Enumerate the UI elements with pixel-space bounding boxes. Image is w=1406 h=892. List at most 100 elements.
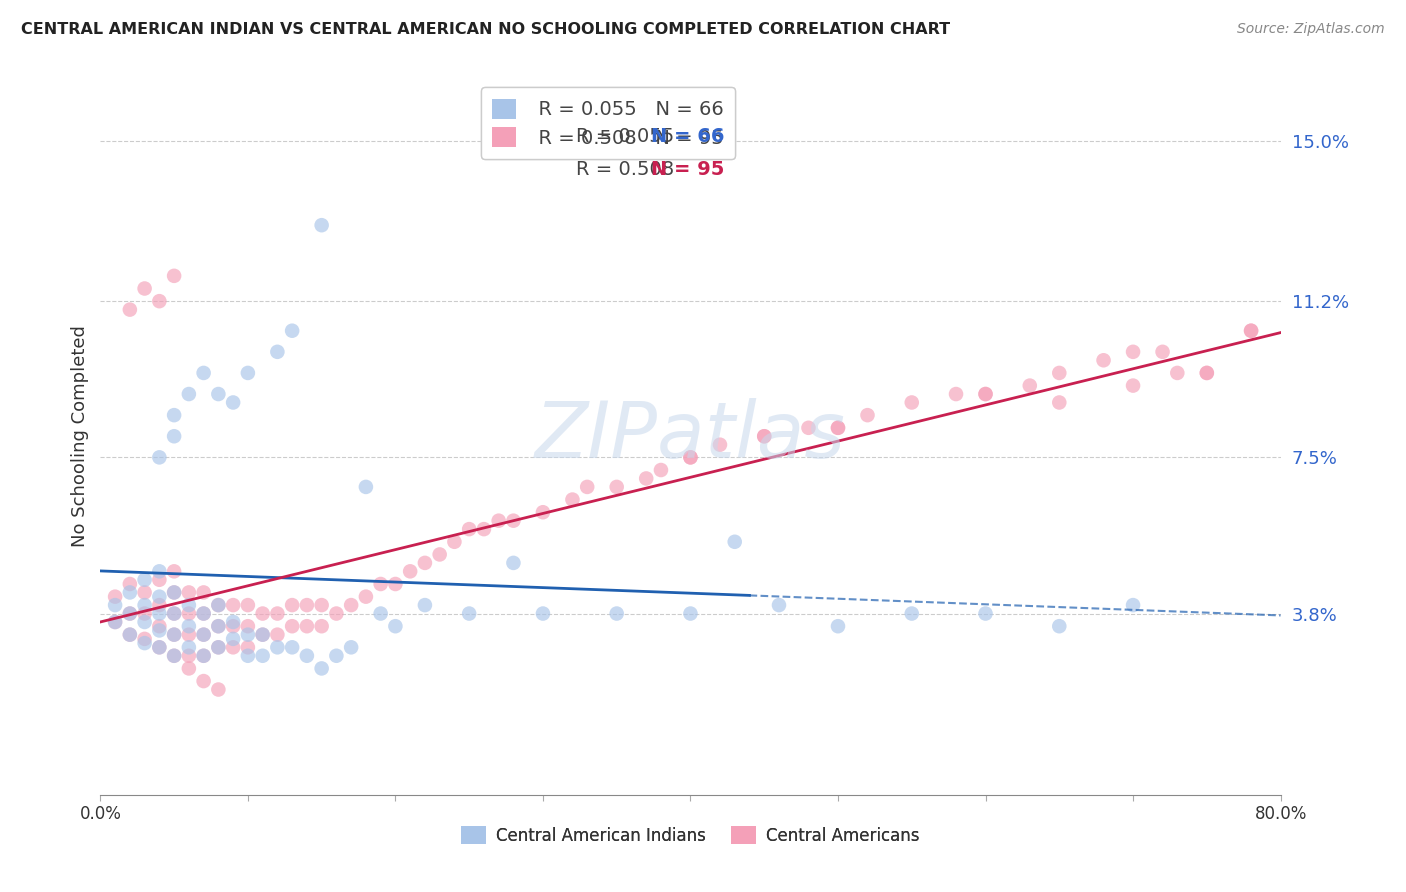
Point [281,324,304,338]
Point [311,661,333,675]
Point [193,607,215,621]
Point [252,627,274,641]
Point [236,598,259,612]
Point [650,463,672,477]
Point [177,627,200,641]
Text: N = 95: N = 95 [651,160,724,179]
Point [311,619,333,633]
Point [1122,598,1144,612]
Point [827,421,849,435]
Point [163,585,186,599]
Point [1018,378,1040,392]
Point [193,674,215,689]
Point [134,615,156,629]
Point [163,408,186,422]
Point [163,627,186,641]
Point [827,619,849,633]
Point [163,627,186,641]
Point [974,607,997,621]
Point [134,632,156,646]
Point [163,429,186,443]
Point [1047,366,1070,380]
Point [724,534,747,549]
Point [177,598,200,612]
Point [118,302,141,317]
Point [1195,366,1218,380]
Text: R = 0.055: R = 0.055 [576,127,675,145]
Text: R = 0.508: R = 0.508 [576,160,675,179]
Point [856,408,879,422]
Point [827,421,849,435]
Point [1240,324,1263,338]
Point [207,640,229,655]
Point [443,534,465,549]
Point [399,565,422,579]
Point [340,640,363,655]
Point [148,565,170,579]
Point [1152,344,1174,359]
Text: N = 66: N = 66 [651,127,724,145]
Point [148,450,170,465]
Point [281,640,304,655]
Point [207,598,229,612]
Point [561,492,583,507]
Point [295,648,318,663]
Point [148,619,170,633]
Point [281,619,304,633]
Point [163,585,186,599]
Point [177,640,200,655]
Point [266,627,288,641]
Point [207,682,229,697]
Point [252,627,274,641]
Point [177,648,200,663]
Point [458,522,481,536]
Point [193,648,215,663]
Point [236,648,259,663]
Point [945,387,967,401]
Point [311,218,333,232]
Point [1166,366,1188,380]
Point [134,585,156,599]
Point [134,281,156,295]
Point [252,607,274,621]
Point [134,573,156,587]
Point [679,607,702,621]
Point [193,366,215,380]
Point [177,607,200,621]
Point [118,627,141,641]
Point [797,421,820,435]
Point [974,387,997,401]
Point [193,607,215,621]
Point [325,607,347,621]
Point [207,387,229,401]
Point [384,619,406,633]
Point [531,607,554,621]
Y-axis label: No Schooling Completed: No Schooling Completed [72,326,89,547]
Point [295,619,318,633]
Point [222,619,245,633]
Point [207,619,229,633]
Point [222,395,245,409]
Point [148,640,170,655]
Point [118,585,141,599]
Point [148,607,170,621]
Text: Source: ZipAtlas.com: Source: ZipAtlas.com [1237,22,1385,37]
Point [1122,378,1144,392]
Point [429,548,451,562]
Point [900,395,922,409]
Point [1122,344,1144,359]
Point [502,556,524,570]
Point [472,522,495,536]
Point [222,632,245,646]
Point [384,577,406,591]
Point [163,607,186,621]
Text: CENTRAL AMERICAN INDIAN VS CENTRAL AMERICAN NO SCHOOLING COMPLETED CORRELATION C: CENTRAL AMERICAN INDIAN VS CENTRAL AMERI… [21,22,950,37]
Point [118,577,141,591]
Point [606,607,628,621]
Point [134,636,156,650]
Point [104,615,127,629]
Point [458,607,481,621]
Point [148,598,170,612]
Point [177,619,200,633]
Point [295,598,318,612]
